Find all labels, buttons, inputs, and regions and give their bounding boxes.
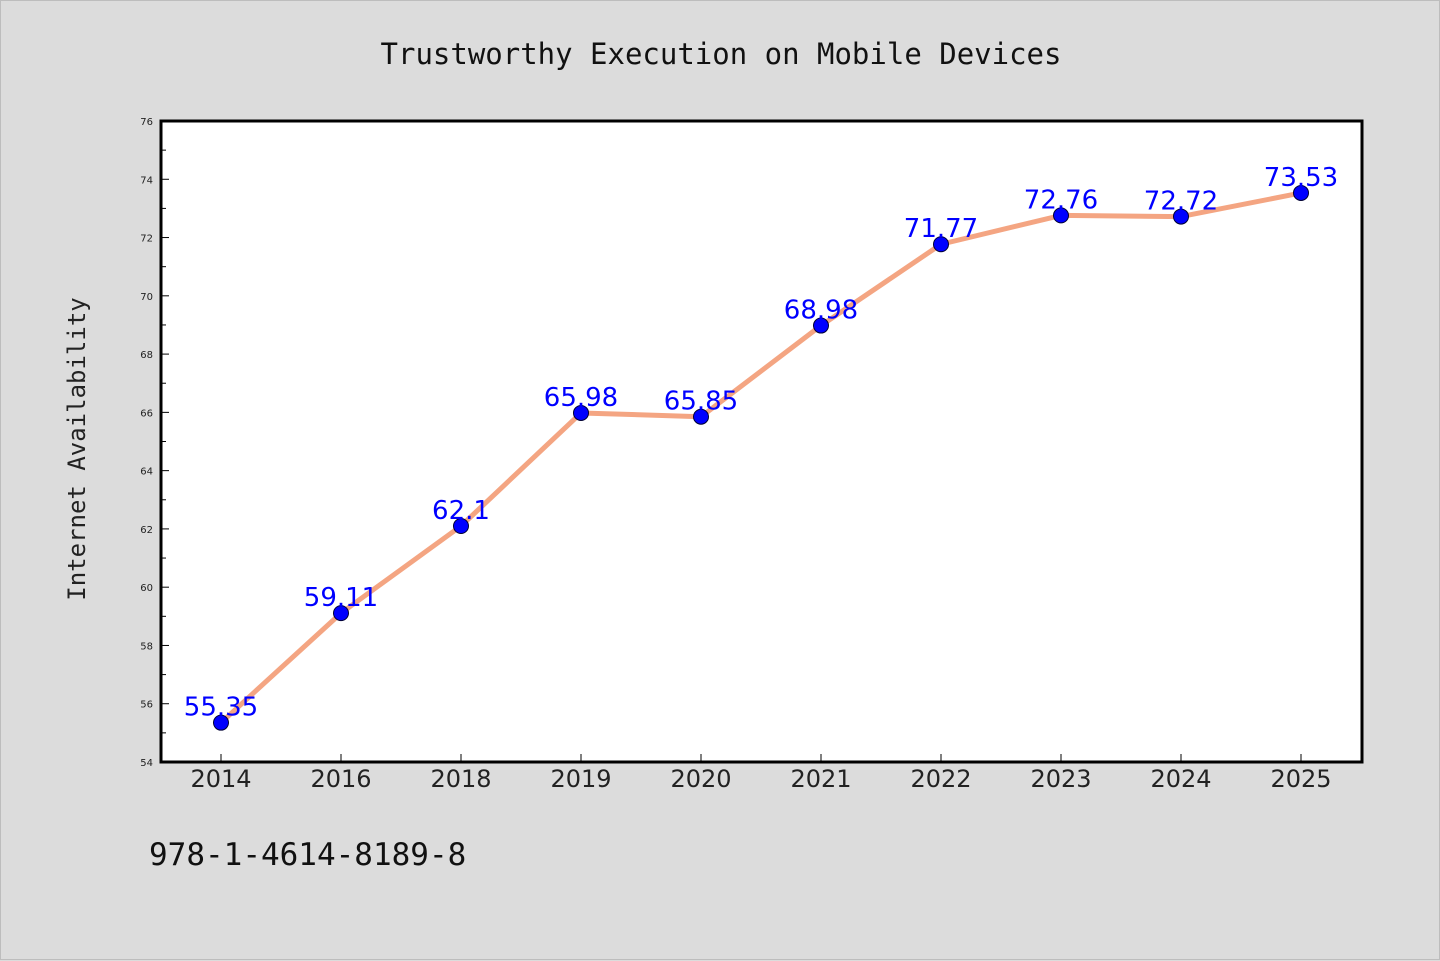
data-label: 72.76 — [1024, 185, 1098, 215]
y-tick-label: 56 — [140, 700, 153, 711]
data-label: 72.72 — [1144, 187, 1218, 217]
x-tick-label: 2019 — [550, 765, 611, 793]
y-axis-label: Internet Availability — [63, 297, 91, 600]
series-line — [219, 190, 1302, 725]
x-tick-label: 2016 — [310, 765, 371, 793]
data-point — [453, 517, 469, 534]
x-tick-label: 2021 — [790, 765, 851, 793]
data-label: 65.85 — [664, 387, 738, 417]
y-tick-label: 70 — [140, 292, 153, 303]
y-tick-label: 76 — [140, 117, 153, 128]
data-point — [333, 605, 349, 622]
data-label: 71.77 — [904, 214, 978, 244]
y-tick-label: 72 — [140, 234, 153, 245]
x-tick-label: 2014 — [190, 765, 251, 793]
data-point — [1053, 207, 1069, 224]
data-label: 68.98 — [784, 296, 858, 326]
data-label: 55.35 — [184, 693, 258, 723]
data-point — [813, 317, 829, 334]
y-axis: 54 56 58 60 62 64 66 68 70 72 74 76 — [140, 117, 169, 769]
y-tick-label: 68 — [140, 350, 153, 361]
data-markers — [213, 184, 1309, 731]
data-point — [693, 408, 709, 425]
data-point — [1173, 208, 1189, 225]
data-label: 59.11 — [304, 583, 378, 613]
x-tick-label: 2018 — [430, 765, 491, 793]
y-tick-label: 54 — [140, 758, 153, 769]
data-point — [1293, 184, 1309, 201]
data-labels: 55.35 59.11 62.1 65.98 65.85 68.98 71.77 72.76 7… — [184, 163, 1338, 723]
data-point — [933, 236, 949, 253]
chart-title: Trustworthy Execution on Mobile Devices — [381, 37, 1062, 71]
plot-area — [159, 119, 1364, 764]
x-tick-label: 2020 — [670, 765, 731, 793]
y-tick-label: 74 — [140, 175, 153, 186]
y-tick-label: 62 — [140, 525, 153, 536]
x-tick-label: 2023 — [1030, 765, 1091, 793]
x-tick-label: 2025 — [1270, 765, 1331, 793]
y-tick-label: 64 — [140, 467, 153, 478]
data-label: 65.98 — [544, 383, 618, 413]
y-tick-label: 66 — [140, 408, 153, 419]
data-point — [213, 714, 229, 731]
isbn-text: 978-1-4614-8189-8 — [149, 837, 466, 873]
data-point — [573, 404, 589, 421]
x-axis: 2014 2016 2018 2019 2020 2021 2022 2023 2024 2025 — [190, 754, 1332, 793]
data-label: 62.1 — [432, 496, 490, 526]
x-tick-label: 2024 — [1150, 765, 1211, 793]
y-tick-label: 58 — [140, 641, 153, 652]
data-label: 73.53 — [1264, 163, 1338, 193]
x-tick-label: 2022 — [910, 765, 971, 793]
y-tick-label: 60 — [140, 583, 153, 594]
